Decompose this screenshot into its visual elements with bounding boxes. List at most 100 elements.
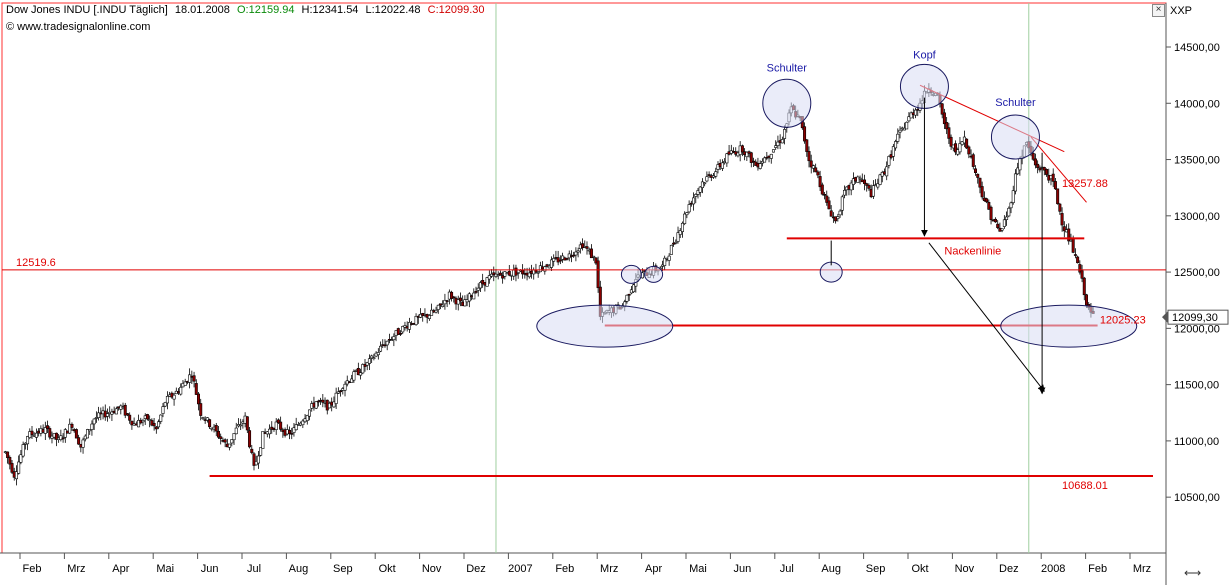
candle-body bbox=[159, 414, 163, 422]
candle-body bbox=[163, 402, 167, 407]
candle-body bbox=[294, 424, 298, 431]
candle-body bbox=[26, 436, 30, 445]
x-tick-label: Nov bbox=[422, 563, 442, 575]
chart-title: Dow Jones INDU [.INDU Täglich] bbox=[6, 4, 168, 16]
candle-body bbox=[949, 136, 953, 147]
candle-body bbox=[110, 411, 114, 415]
x-tick-label: Okt bbox=[911, 563, 928, 575]
candle-body bbox=[1078, 264, 1082, 273]
candle-body bbox=[858, 177, 862, 180]
candle-body bbox=[958, 143, 962, 153]
x-tick-label: Nov bbox=[955, 563, 975, 575]
candle-body bbox=[894, 141, 898, 149]
candle-body bbox=[150, 420, 154, 426]
candle-body bbox=[214, 425, 218, 432]
candle-body bbox=[436, 304, 440, 310]
candle-body bbox=[8, 457, 12, 465]
candle-body bbox=[1016, 167, 1020, 175]
candle-body bbox=[70, 423, 74, 428]
x-tick-label: Mrz bbox=[1133, 563, 1151, 575]
candle-body bbox=[516, 272, 520, 274]
candle-body bbox=[248, 430, 252, 448]
candle-body bbox=[527, 272, 531, 278]
candle-body bbox=[314, 401, 318, 409]
candle-body bbox=[1073, 254, 1077, 256]
low-value: L:12022.48 bbox=[365, 4, 421, 16]
candle-body bbox=[627, 293, 631, 296]
candle-body bbox=[776, 141, 780, 146]
candle-body bbox=[945, 122, 949, 130]
candle-body bbox=[816, 171, 820, 176]
x-tick-label: Sep bbox=[866, 563, 886, 575]
candle-body bbox=[1031, 153, 1035, 160]
y-tick-label: 11000,00 bbox=[1174, 436, 1219, 448]
candle-body bbox=[1009, 202, 1013, 209]
candle-body bbox=[438, 303, 442, 306]
candle-body bbox=[840, 196, 844, 211]
candle-body bbox=[370, 355, 374, 359]
candle-body bbox=[430, 309, 434, 316]
last-price-pointer bbox=[1162, 311, 1168, 324]
candle-body bbox=[463, 299, 467, 307]
x-tick-label: Okt bbox=[379, 563, 396, 575]
left-shoulder-circle bbox=[762, 78, 812, 128]
candle-body bbox=[996, 223, 1000, 228]
x-tick-label: Aug bbox=[821, 563, 841, 575]
candle-body bbox=[396, 328, 400, 335]
x-tick-label: Feb bbox=[1088, 563, 1107, 575]
candle-body bbox=[128, 414, 132, 421]
candle-body bbox=[81, 439, 85, 448]
candle-body bbox=[514, 267, 518, 276]
candle-body bbox=[905, 121, 909, 130]
candle-body bbox=[321, 399, 325, 403]
candle-body bbox=[105, 413, 109, 417]
trendline-steep bbox=[1030, 136, 1087, 203]
candle-body bbox=[765, 156, 769, 159]
candle-body bbox=[1000, 228, 1004, 231]
candle-body bbox=[30, 430, 34, 435]
right-shoulder-circle bbox=[990, 114, 1040, 160]
support-ellipse-right bbox=[1000, 304, 1138, 348]
candle-body bbox=[1005, 216, 1009, 220]
candle-body bbox=[152, 422, 156, 427]
projection-arrow bbox=[928, 242, 1045, 392]
candle-body bbox=[843, 189, 847, 196]
candle-body bbox=[632, 284, 636, 293]
candle-body bbox=[327, 403, 331, 409]
candle-body bbox=[678, 230, 682, 235]
candle-body bbox=[1067, 228, 1071, 242]
candle-body bbox=[1033, 158, 1037, 166]
candle-body bbox=[46, 425, 50, 429]
candle-body bbox=[1082, 277, 1086, 296]
candle-body bbox=[989, 206, 993, 220]
candle-body bbox=[205, 417, 209, 421]
candle-body bbox=[259, 447, 263, 456]
candle-body bbox=[74, 429, 78, 439]
candle-body bbox=[876, 183, 880, 188]
candle-body bbox=[123, 404, 127, 416]
close-icon[interactable]: × bbox=[1152, 4, 1165, 17]
candle-body bbox=[17, 461, 21, 474]
candle-body bbox=[165, 395, 169, 404]
candle-body bbox=[365, 362, 369, 366]
candle-body bbox=[441, 304, 445, 307]
candle-body bbox=[758, 163, 762, 169]
candle-body bbox=[700, 181, 704, 188]
candle-body bbox=[780, 139, 784, 144]
x-tick-label: Aug bbox=[289, 563, 309, 575]
candle-body bbox=[549, 259, 553, 268]
candle-body bbox=[467, 293, 471, 302]
candle-body bbox=[367, 358, 371, 364]
candle-body bbox=[14, 471, 18, 480]
candle-body bbox=[976, 173, 980, 178]
candle-body bbox=[434, 309, 438, 313]
expand-arrows-icon[interactable]: ⟷ bbox=[1184, 566, 1202, 580]
candle-body bbox=[137, 420, 141, 428]
candle-body bbox=[268, 428, 272, 435]
open-value: O:12159.94 bbox=[236, 4, 295, 16]
candle-body bbox=[77, 437, 81, 445]
candle-body bbox=[592, 255, 596, 258]
candle-body bbox=[667, 255, 671, 261]
x-tick-label: Sep bbox=[333, 563, 353, 575]
